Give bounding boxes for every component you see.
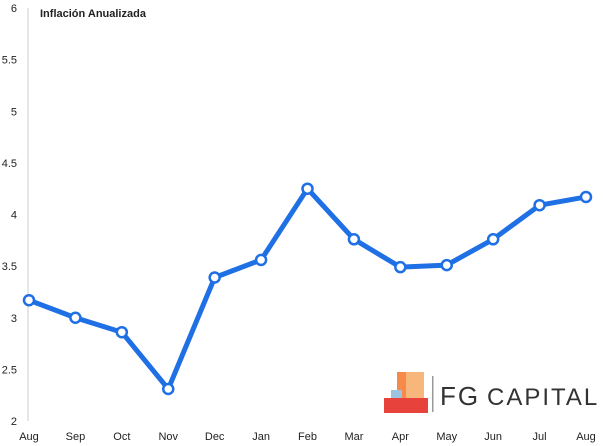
logo-mark-icon xyxy=(384,372,434,413)
data-point xyxy=(22,293,36,307)
data-point xyxy=(208,271,221,284)
x-axis-ticks: Aug Sep Oct Nov Dec Jan Feb Mar Apr May Jun Jul Aug xyxy=(19,431,596,443)
x-tick-label: Aug xyxy=(576,431,596,443)
y-tick-label: 5.5 xyxy=(2,55,17,67)
data-point xyxy=(301,182,314,195)
data-point xyxy=(115,325,129,339)
y-tick-label: 4 xyxy=(11,210,17,222)
data-point xyxy=(533,198,546,212)
chart-title: Inflación Anualizada xyxy=(40,8,147,20)
data-point xyxy=(69,311,82,324)
data-point xyxy=(394,260,407,274)
y-tick-label: 4.5 xyxy=(2,158,17,170)
x-tick-label: Mar xyxy=(344,431,363,443)
data-point xyxy=(254,253,268,267)
data-point xyxy=(440,258,453,272)
data-point xyxy=(347,233,361,246)
x-tick-label: Apr xyxy=(392,431,409,443)
data-point xyxy=(579,190,593,204)
x-tick-label: Jan xyxy=(252,431,270,443)
x-tick-label: Nov xyxy=(158,431,178,443)
x-tick-label: Jul xyxy=(533,431,547,443)
x-tick-label: Aug xyxy=(19,431,39,443)
y-tick-label: 2.5 xyxy=(2,364,17,376)
data-point xyxy=(486,233,500,246)
x-tick-label: Sep xyxy=(66,431,86,443)
y-tick-label: 3 xyxy=(11,313,17,325)
y-tick-label: 3.5 xyxy=(2,261,17,273)
x-tick-label: May xyxy=(436,431,457,443)
x-tick-label: Dec xyxy=(205,431,225,443)
x-tick-label: Feb xyxy=(298,431,317,443)
series-points xyxy=(22,182,593,396)
logo-text-fg: FG xyxy=(440,381,480,411)
data-point xyxy=(162,382,175,396)
y-tick-label: 6 xyxy=(11,3,17,15)
x-tick-label: Jun xyxy=(484,431,502,443)
fg-capital-logo: FG CAPITAL xyxy=(384,372,599,413)
y-axis-ticks: 2 2.5 3 3.5 4 4.5 5 5.5 6 xyxy=(2,3,17,428)
y-tick-label: 5 xyxy=(11,106,17,118)
y-tick-label: 2 xyxy=(11,416,17,428)
logo-text-capital: CAPITAL xyxy=(487,384,599,411)
logo-divider xyxy=(432,376,434,412)
inflation-series-line xyxy=(26,186,589,392)
x-tick-label: Oct xyxy=(113,431,130,443)
